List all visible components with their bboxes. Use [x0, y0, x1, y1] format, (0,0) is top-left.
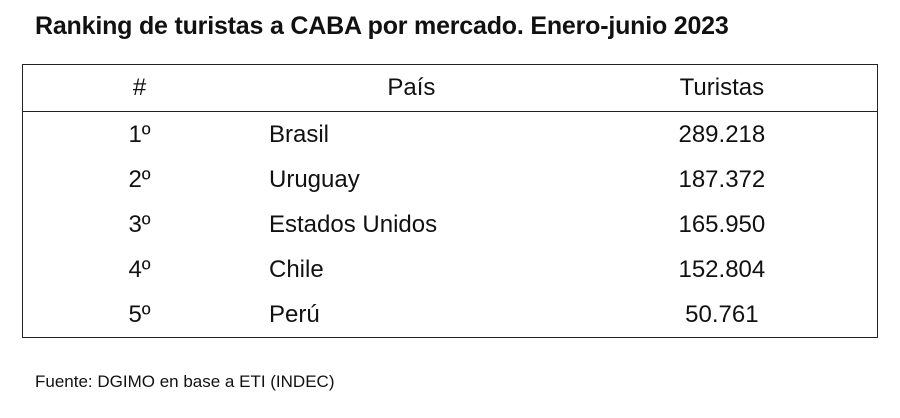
table-cell: 3º	[128, 210, 151, 238]
table-cell: 4º	[128, 255, 151, 283]
table-cell: 2º	[128, 165, 151, 193]
table-cell: 165.950	[678, 210, 766, 238]
table-row: 1º Brasil 289.218	[23, 112, 878, 158]
table-cell: 50.761	[685, 300, 759, 328]
table-row: 2º Uruguay 187.372	[23, 157, 878, 202]
table-cell: 289.218	[678, 120, 766, 148]
table-row: 4º Chile 152.804	[23, 247, 878, 292]
table-cell: Chile	[269, 255, 324, 283]
source-note: Fuente: DGIMO en base a ETI (INDEC)	[35, 372, 335, 391]
table-cell: 1º	[128, 120, 151, 148]
table-body: 1º Brasil 289.218 2º Uruguay 187.372 3º Estados…	[23, 112, 878, 338]
table-cell: Brasil	[269, 120, 330, 148]
table-cell: 187.372	[678, 165, 766, 193]
column-header: País	[256, 64, 567, 112]
table-cell: 5º	[128, 300, 151, 328]
table-row: 5º Perú 50.761	[23, 292, 878, 338]
table-header: # País Turistas	[22, 64, 878, 112]
table-cell: Estados Unidos	[269, 210, 438, 238]
title: Ranking de turistas a CABA por mercado. …	[35, 12, 729, 40]
column-header: Turistas	[566, 64, 878, 112]
table-cell: Uruguay	[269, 165, 360, 193]
ranking-table: # País Turistas 1º Brasil 289.218 2º Uruguay 18…	[22, 64, 878, 338]
table-cell: Perú	[269, 300, 320, 328]
header-row: # País Turistas	[22, 64, 878, 112]
column-header: #	[22, 64, 256, 112]
table-row: 3º Estados Unidos 165.950	[23, 202, 878, 247]
table-cell: 152.804	[678, 255, 766, 283]
